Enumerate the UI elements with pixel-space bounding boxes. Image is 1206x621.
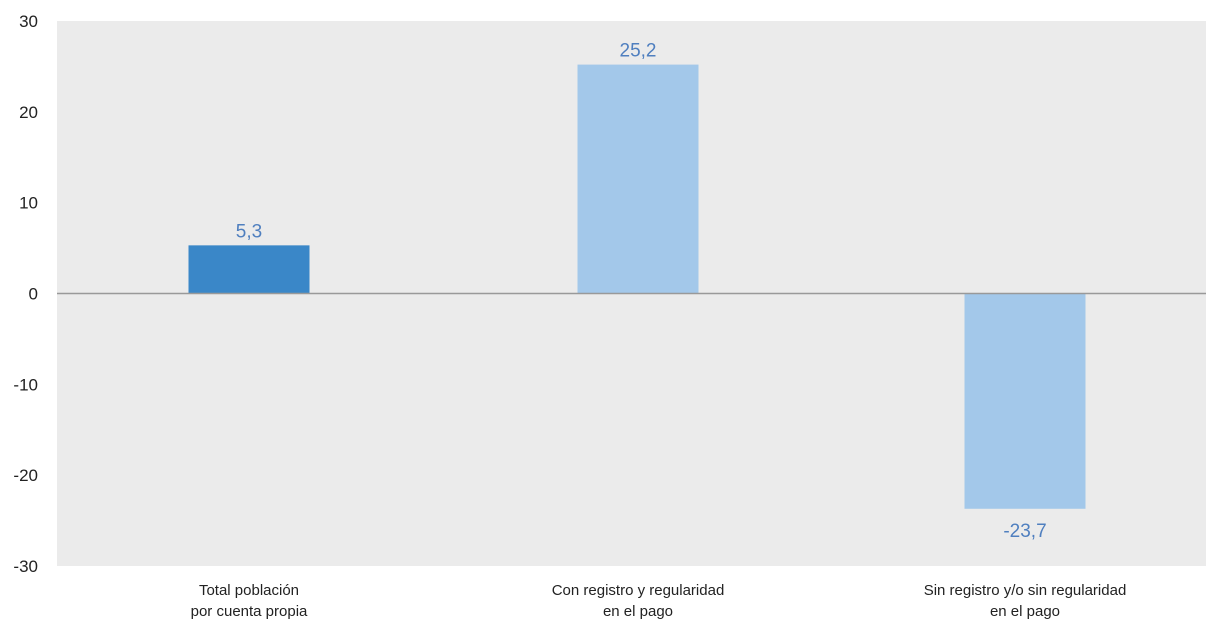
data-label: 25,2 <box>620 41 657 62</box>
data-label: 5,3 <box>236 221 262 242</box>
bar <box>577 64 699 294</box>
y-tick-label: 30 <box>19 12 38 31</box>
bar <box>188 245 310 294</box>
bars-group <box>188 64 1086 509</box>
y-tick-label: 0 <box>29 285 38 304</box>
y-tick-label: 10 <box>19 194 38 213</box>
x-category-label: Total población <box>199 582 299 599</box>
x-category-label: en el pago <box>603 603 673 620</box>
x-category-label: Con registro y regularidad <box>552 582 725 599</box>
x-axis-labels: Total población por cuenta propia Con regi… <box>191 582 1127 620</box>
y-tick-label: 20 <box>19 103 38 122</box>
data-labels-group: 5,3 25,2 -23,7 <box>236 41 1047 542</box>
x-category-label: por cuenta propia <box>191 603 308 620</box>
y-axis-ticks: 30 20 10 0 -10 -20 -30 <box>13 12 38 576</box>
y-tick-label: -10 <box>13 375 38 394</box>
y-tick-label: -30 <box>13 557 38 576</box>
bar <box>964 293 1086 509</box>
x-category-label: Sin registro y/o sin regularidad <box>924 582 1127 599</box>
y-tick-label: -20 <box>13 466 38 485</box>
x-category-label: en el pago <box>990 603 1060 620</box>
data-label: -23,7 <box>1003 521 1046 542</box>
